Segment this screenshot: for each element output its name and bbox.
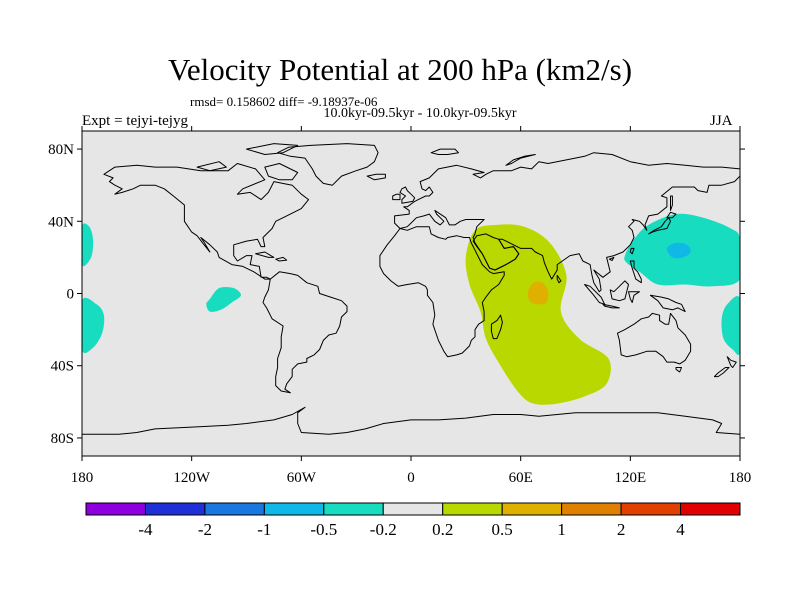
coastline-java	[602, 303, 620, 309]
chart-subtitle: 10.0kyr-09.5kyr - 10.0kyr-09.5kyr	[323, 106, 517, 121]
region-western-pacific-core	[666, 242, 691, 259]
y-tick-label: 0	[67, 287, 75, 303]
coastline-hispaniola	[275, 256, 288, 262]
colorbar-label: -4	[138, 520, 153, 539]
colorbar-label: 0.2	[432, 520, 453, 539]
coastline-new-guinea	[649, 294, 686, 313]
coastline-sakhalin	[670, 195, 673, 211]
region-central-pacific-negative	[206, 286, 242, 312]
coastline-south-america	[262, 271, 348, 394]
x-tick-label: 180	[729, 470, 752, 486]
coastline-africa	[379, 226, 505, 358]
coastline-novaya-zemlya	[505, 154, 536, 166]
coastline-japan-hokkaido	[666, 211, 677, 219]
coastline-antarctica	[82, 406, 740, 435]
coastline-philippines	[629, 260, 642, 284]
x-tick-label: 60W	[287, 470, 317, 486]
coastline-baffin-island	[264, 163, 299, 181]
coastline-australia	[617, 312, 692, 365]
y-tick-label: 40N	[48, 214, 74, 230]
x-tick-label: 180	[71, 470, 94, 486]
coastline-north-america	[103, 163, 310, 280]
colorbar-swatch	[501, 502, 563, 516]
colorbar-label: 4	[676, 520, 685, 539]
axis-ticks: 180 120W 60W 0 60E 120E 180 80N 40N 0 40S 80S	[48, 126, 751, 486]
colorbar-label: -1	[257, 520, 271, 539]
region-indian-ocean-positive	[465, 224, 611, 405]
colorbar-swatch	[382, 502, 444, 516]
coastline-hainan	[608, 256, 615, 261]
colorbar-label: 0.5	[492, 520, 513, 539]
region-indian-ocean-core	[527, 281, 549, 305]
x-tick-label: 0	[407, 470, 415, 486]
coastline-borneo	[609, 280, 629, 302]
season-label: JJA	[710, 113, 733, 129]
colorbar-swatch	[561, 502, 622, 516]
colorbar-label: -0.2	[370, 520, 397, 539]
coastline-taiwan	[629, 247, 635, 255]
colorbar-label: 1	[557, 520, 566, 539]
coastline-ellesmere-island	[246, 143, 299, 155]
coastline-eurasia	[394, 152, 740, 293]
coastline-tasmania	[675, 367, 682, 373]
y-tick-label: 80S	[51, 431, 74, 447]
coastline-sulawesi	[628, 291, 640, 303]
plot-background	[82, 131, 740, 456]
coastline-japan-honshu	[648, 217, 671, 235]
y-tick-label: 80N	[48, 142, 74, 158]
colorbar-label: -0.5	[310, 520, 337, 539]
colorbar-label: -2	[198, 520, 212, 539]
coastline-cuba	[255, 251, 275, 258]
x-tick-label: 120W	[173, 470, 211, 486]
coastline-new-zealand-north	[726, 356, 737, 368]
colorbar-swatch	[680, 502, 741, 516]
coastline-victoria-island	[196, 161, 227, 172]
coastline-arabian-peninsula	[472, 233, 520, 271]
region-dateline-south-negative	[82, 297, 105, 354]
colorbar-swatch	[144, 502, 206, 516]
coastline-sri-lanka	[556, 274, 562, 284]
coastline-new-zealand-south	[713, 367, 730, 378]
region-western-pacific-south-negative	[721, 295, 740, 355]
colorbar-swatch	[620, 502, 682, 516]
coastline-greenland	[277, 143, 379, 186]
colorbar-swatch	[263, 502, 325, 516]
y-tick-label: 40S	[51, 359, 74, 375]
coastline-svalbard	[430, 148, 459, 155]
stats-text: rmsd= 0.158602 diff= -9.18937e-06	[190, 94, 378, 109]
coastline-great-britain	[399, 186, 416, 204]
experiment-label: Expt = tejyi-tejyg	[82, 113, 188, 129]
colorbar-swatch	[442, 502, 503, 516]
colorbar-label: 2	[617, 520, 626, 539]
x-tick-label: 60E	[509, 470, 533, 486]
coastline-iceland	[366, 173, 386, 181]
x-tick-label: 120E	[614, 470, 646, 486]
coastlines	[82, 143, 740, 435]
colorbar-swatch	[204, 502, 265, 516]
colorbar: -4 -2 -1 -0.5 -0.2 0.2 0.5 1 2 4	[85, 502, 741, 539]
coastline-ireland	[392, 193, 401, 201]
region-dateline-north-negative	[82, 223, 94, 267]
colorbar-swatch	[85, 502, 146, 516]
chart-title: Velocity Potential at 200 hPa (km2/s)	[167, 52, 633, 87]
colorbar-swatch	[323, 502, 384, 516]
coastline-madagascar	[490, 314, 503, 340]
